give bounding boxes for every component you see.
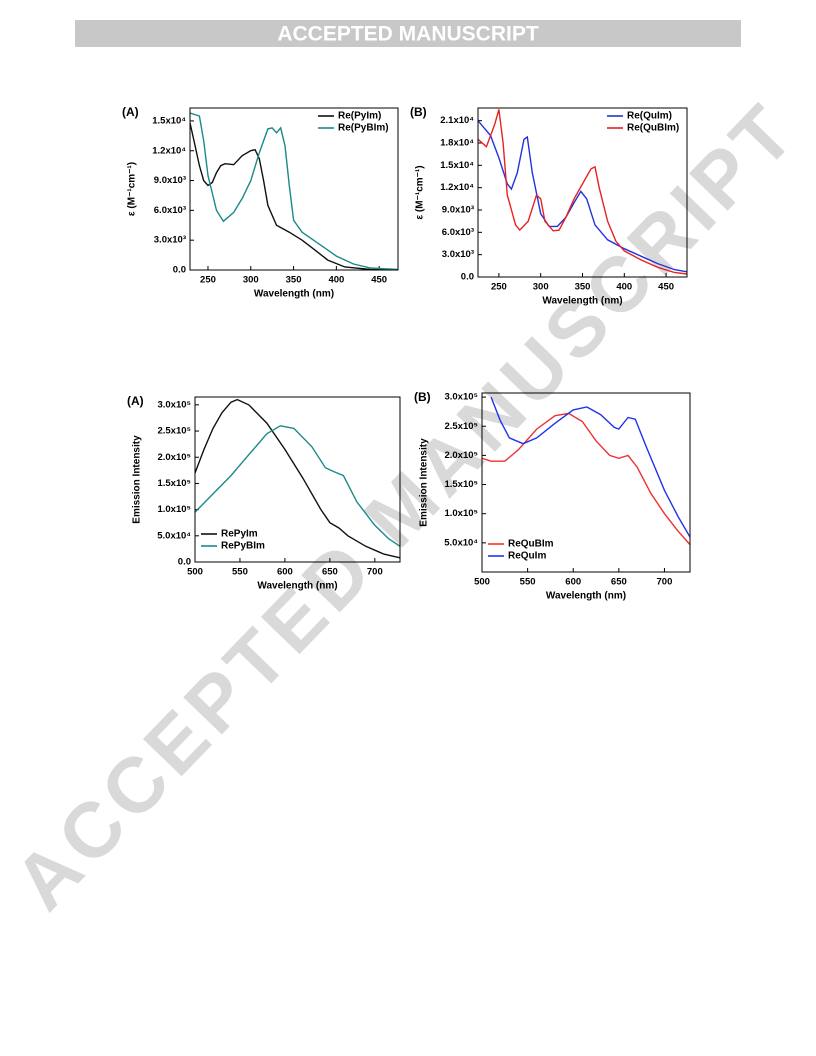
panel-label: (B) xyxy=(410,105,427,119)
y-tick-label: 3.0x10³ xyxy=(154,235,186,246)
y-tick-label: 9.0x10³ xyxy=(442,205,474,216)
plot-frame xyxy=(481,392,691,573)
y-tick-label: 2.5x10⁵ xyxy=(444,421,478,432)
x-tick-label: 700 xyxy=(367,567,383,578)
x-tick-label: 700 xyxy=(657,577,673,588)
x-tick-label: 650 xyxy=(611,577,627,588)
x-axis-label: Wavelength (nm) xyxy=(546,591,626,602)
plot-frame xyxy=(194,396,401,563)
y-tick-label: 2.5x10⁵ xyxy=(157,426,191,437)
y-tick-label: 1.0x10⁵ xyxy=(444,508,478,519)
legend-label: Re(QuIm) xyxy=(627,111,672,122)
x-axis-label: Wavelength (nm) xyxy=(257,581,337,592)
y-tick-label: 2.0x10⁵ xyxy=(157,452,191,463)
legend-label: Re(QuBIm) xyxy=(627,123,679,134)
x-tick-label: 350 xyxy=(575,282,591,293)
legend-label: Re(PyIm) xyxy=(338,111,381,122)
y-tick-label: 5.0x10⁴ xyxy=(157,530,191,541)
data-line xyxy=(490,396,690,538)
x-tick-label: 650 xyxy=(322,567,338,578)
x-axis-label: Wavelength (nm) xyxy=(542,296,622,307)
x-tick-label: 400 xyxy=(616,282,632,293)
header-bar xyxy=(75,20,741,47)
legend-label: RePyIm xyxy=(221,529,258,540)
y-tick-label: 1.2x10⁴ xyxy=(152,145,186,156)
watermark: ACCEPTED MANUSCRIPT xyxy=(0,85,814,926)
x-tick-label: 550 xyxy=(232,567,248,578)
x-tick-label: 250 xyxy=(491,282,507,293)
y-tick-label: 1.5x10⁴ xyxy=(152,115,186,126)
y-tick-label: 1.2x10⁴ xyxy=(440,182,474,193)
x-tick-label: 450 xyxy=(371,275,387,286)
legend-label: ReQuIm xyxy=(508,551,546,562)
y-tick-label: 2.0x10⁵ xyxy=(444,450,478,461)
y-tick-label: 1.5x10⁴ xyxy=(440,160,474,171)
panel-label: (A) xyxy=(127,394,144,408)
y-tick-label: 1.0x10⁵ xyxy=(157,504,191,515)
y-tick-label: 3.0x10⁵ xyxy=(444,392,478,403)
header-title: ACCEPTED MANUSCRIPT xyxy=(277,23,539,46)
data-line xyxy=(190,122,398,270)
y-tick-label: 5.0x10⁴ xyxy=(444,537,478,548)
x-tick-label: 500 xyxy=(187,567,203,578)
x-tick-label: 500 xyxy=(474,577,490,588)
data-line xyxy=(190,112,398,270)
data-line xyxy=(195,425,400,547)
y-axis-label: ε (M⁻¹cm⁻¹) xyxy=(415,165,426,219)
y-tick-label: 6.0x10³ xyxy=(442,227,474,238)
x-tick-label: 250 xyxy=(200,275,216,286)
x-tick-label: 400 xyxy=(328,275,344,286)
data-line xyxy=(195,398,400,559)
data-line xyxy=(478,120,687,273)
legend-label: Re(PyBIm) xyxy=(338,123,389,134)
y-tick-label: 9.0x10³ xyxy=(154,175,186,186)
y-tick-label: 0.0 xyxy=(173,265,186,276)
y-tick-label: 0.0 xyxy=(178,557,191,568)
x-tick-label: 600 xyxy=(277,567,293,578)
x-tick-label: 300 xyxy=(533,282,549,293)
y-axis-label: Emission Intensity xyxy=(132,435,143,524)
legend-label: ReQuBIm xyxy=(508,539,554,550)
plot-frame xyxy=(189,107,399,271)
x-tick-label: 350 xyxy=(286,275,302,286)
x-tick-label: 300 xyxy=(243,275,259,286)
panel-label: (A) xyxy=(122,105,139,119)
data-line xyxy=(482,412,690,546)
y-axis-label: ε (M⁻¹cm⁻¹) xyxy=(127,162,138,216)
plot-frame xyxy=(477,107,688,278)
data-line xyxy=(478,109,687,275)
y-tick-label: 3.0x10³ xyxy=(442,249,474,260)
y-tick-label: 1.5x10⁵ xyxy=(444,479,478,490)
panel-label: (B) xyxy=(414,390,431,404)
x-tick-label: 450 xyxy=(658,282,674,293)
y-tick-label: 6.0x10³ xyxy=(154,205,186,216)
x-tick-label: 550 xyxy=(520,577,536,588)
x-axis-label: Wavelength (nm) xyxy=(254,289,334,300)
legend-label: RePyBIm xyxy=(221,541,265,552)
y-axis-label: Emission Intensity xyxy=(419,438,430,527)
y-tick-label: 0.0 xyxy=(461,272,474,283)
x-tick-label: 600 xyxy=(565,577,581,588)
y-tick-label: 3.0x10⁵ xyxy=(157,399,191,410)
y-tick-label: 2.1x10⁴ xyxy=(440,115,474,126)
y-tick-label: 1.5x10⁵ xyxy=(157,478,191,489)
y-tick-label: 1.8x10⁴ xyxy=(440,138,474,149)
